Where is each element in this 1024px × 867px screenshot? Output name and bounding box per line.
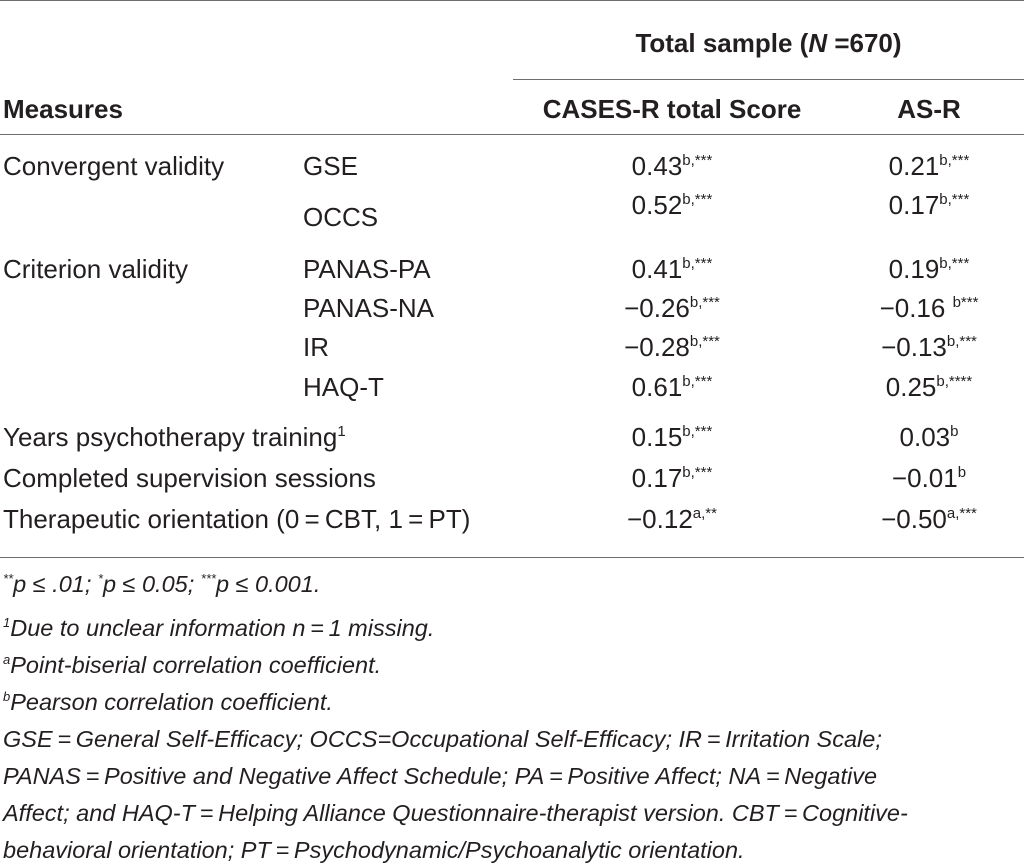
abbreviations-line: Affect; and HAQ-T = Helping Alliance Que… [3, 800, 908, 826]
measure-label: OCCS [303, 202, 379, 232]
header-bottom-rule [0, 134, 1024, 135]
measure-label: IR [303, 332, 329, 362]
measure-label: PANAS-NA [303, 293, 434, 323]
table-bottom-rule [0, 557, 1024, 558]
abbreviations-line: GSE = General Self-Efficacy; OCCS=Occupa… [3, 726, 882, 752]
cases-r-value: 0.43b,*** [631, 151, 713, 181]
as-r-value: −0.13b,*** [881, 332, 977, 362]
cases-r-value: −0.26b,*** [624, 293, 720, 323]
as-r-value: 0.19b,*** [888, 254, 970, 284]
as-r-value: 0.17b,*** [888, 190, 970, 220]
group-header-rule [513, 79, 1024, 80]
as-r-value: −0.50a,*** [881, 504, 977, 534]
cases-r-header: CASES-R total Score [542, 94, 802, 124]
cases-r-value: 0.61b,*** [631, 372, 713, 402]
significance-note: **p ≤ .01; *p ≤ 0.05; ***p ≤ 0.001. [3, 571, 321, 597]
as-r-value: 0.03b [899, 422, 959, 452]
measure-label: PANAS-PA [303, 254, 431, 284]
cases-r-value: 0.15b,*** [631, 422, 713, 452]
abbreviations-line: PANAS = Positive and Negative Affect Sch… [3, 763, 878, 789]
as-r-value: 0.25b,**** [885, 372, 973, 402]
cases-r-value: −0.28b,*** [624, 332, 720, 362]
cases-r-value: 0.17b,*** [631, 463, 713, 493]
row-label: Therapeutic orientation (0 = CBT, 1 = PT… [3, 504, 471, 534]
category-label: Criterion validity [3, 254, 188, 284]
row-label: Completed supervision sessions [3, 463, 376, 493]
measure-label: HAQ-T [303, 372, 384, 402]
n-symbol: N [808, 28, 828, 58]
as-r-value: 0.21b,*** [888, 151, 970, 181]
as-r-value: −0.16 b*** [879, 293, 979, 323]
as-r-header: AS-R [897, 94, 961, 124]
cases-r-value: −0.12a,** [627, 504, 717, 534]
footnote-b: bPearson correlation coefficient. [3, 689, 333, 715]
top-rule [0, 0, 1024, 1]
cases-r-value: 0.41b,*** [631, 254, 713, 284]
abbreviations-line: behavioral orientation; PT = Psychodynam… [3, 837, 745, 863]
footnote-a: aPoint-biserial correlation coefficient. [3, 652, 382, 678]
group-header: Total sample (N =670) [635, 28, 902, 58]
measure-label: GSE [303, 151, 358, 181]
measures-header: Measures [3, 94, 123, 124]
category-label: Convergent validity [3, 151, 225, 181]
footnote-missing: 1Due to unclear information n = 1 missin… [3, 615, 435, 641]
cases-r-value: 0.52b,*** [631, 190, 713, 220]
as-r-value: −0.01b [891, 463, 967, 493]
row-label: Years psychotherapy training1 [3, 422, 346, 452]
